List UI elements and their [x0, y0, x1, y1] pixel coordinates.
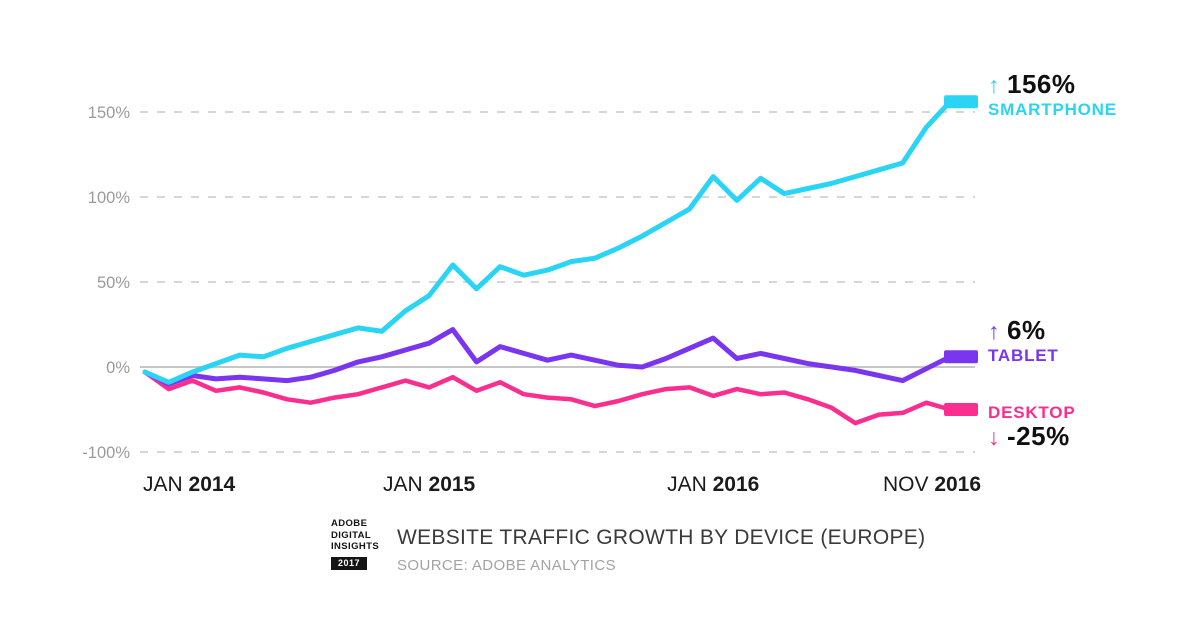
y-axis-label: 150%: [88, 104, 131, 122]
end-percent-value: 6%: [1007, 315, 1046, 345]
series-name-tablet: TABLET: [988, 346, 1059, 366]
series-name-desktop: DESKTOP: [988, 403, 1076, 422]
end-value-tablet: ↑ 6%: [988, 315, 1059, 345]
series-endcap-smartphone: [944, 95, 978, 109]
x-axis-label: NOV 2016: [883, 473, 981, 496]
chart-title: WEBSITE TRAFFIC GROWTH BY DEVICE (EUROPE…: [397, 526, 926, 549]
end-label-smartphone: ↑ 156% SMARTPHONE: [988, 69, 1117, 120]
series-line-tablet: [142, 327, 953, 387]
series-line-desktop: [142, 369, 953, 426]
arrow-down-icon: ↓: [988, 424, 1000, 451]
y-axis-label: 50%: [97, 274, 130, 292]
y-axis-label: -100%: [82, 444, 130, 462]
end-label-tablet: ↑ 6% TABLET: [988, 315, 1059, 366]
series-line-smartphone: [142, 99, 953, 385]
series-name-smartphone: SMARTPHONE: [988, 100, 1117, 120]
adobe-digital-insights-logo: ADOBE DIGITAL INSIGHTS 2017: [331, 518, 393, 571]
arrow-up-icon: ↑: [988, 72, 1000, 98]
logo-year-badge: 2017: [331, 556, 368, 570]
y-axis-label: 0%: [106, 359, 130, 377]
logo-line: INSIGHTS: [331, 541, 380, 553]
logo-line: DIGITAL: [331, 529, 372, 541]
series-endcap-desktop: [944, 403, 978, 416]
x-axis-label: JAN 2014: [143, 473, 236, 496]
x-axis-label: JAN 2015: [383, 473, 476, 496]
end-label-desktop: DESKTOP ↓ -25%: [988, 402, 1075, 451]
chart-source: SOURCE: ADOBE ANALYTICS: [397, 557, 616, 574]
series-endcap-tablet: [944, 350, 978, 364]
x-axis-label: JAN 2016: [667, 473, 759, 496]
logo-line: ADOBE: [331, 518, 368, 529]
end-value-desktop: ↓ -25%: [988, 421, 1075, 452]
end-percent-value: -25%: [1007, 421, 1070, 452]
arrow-up-icon: ↑: [988, 318, 1000, 344]
end-percent-value: 156%: [1007, 69, 1076, 99]
end-value-smartphone: ↑ 156%: [988, 69, 1117, 99]
y-axis-label: 100%: [88, 189, 131, 207]
logo-text: ADOBE DIGITAL INSIGHTS: [331, 518, 393, 553]
